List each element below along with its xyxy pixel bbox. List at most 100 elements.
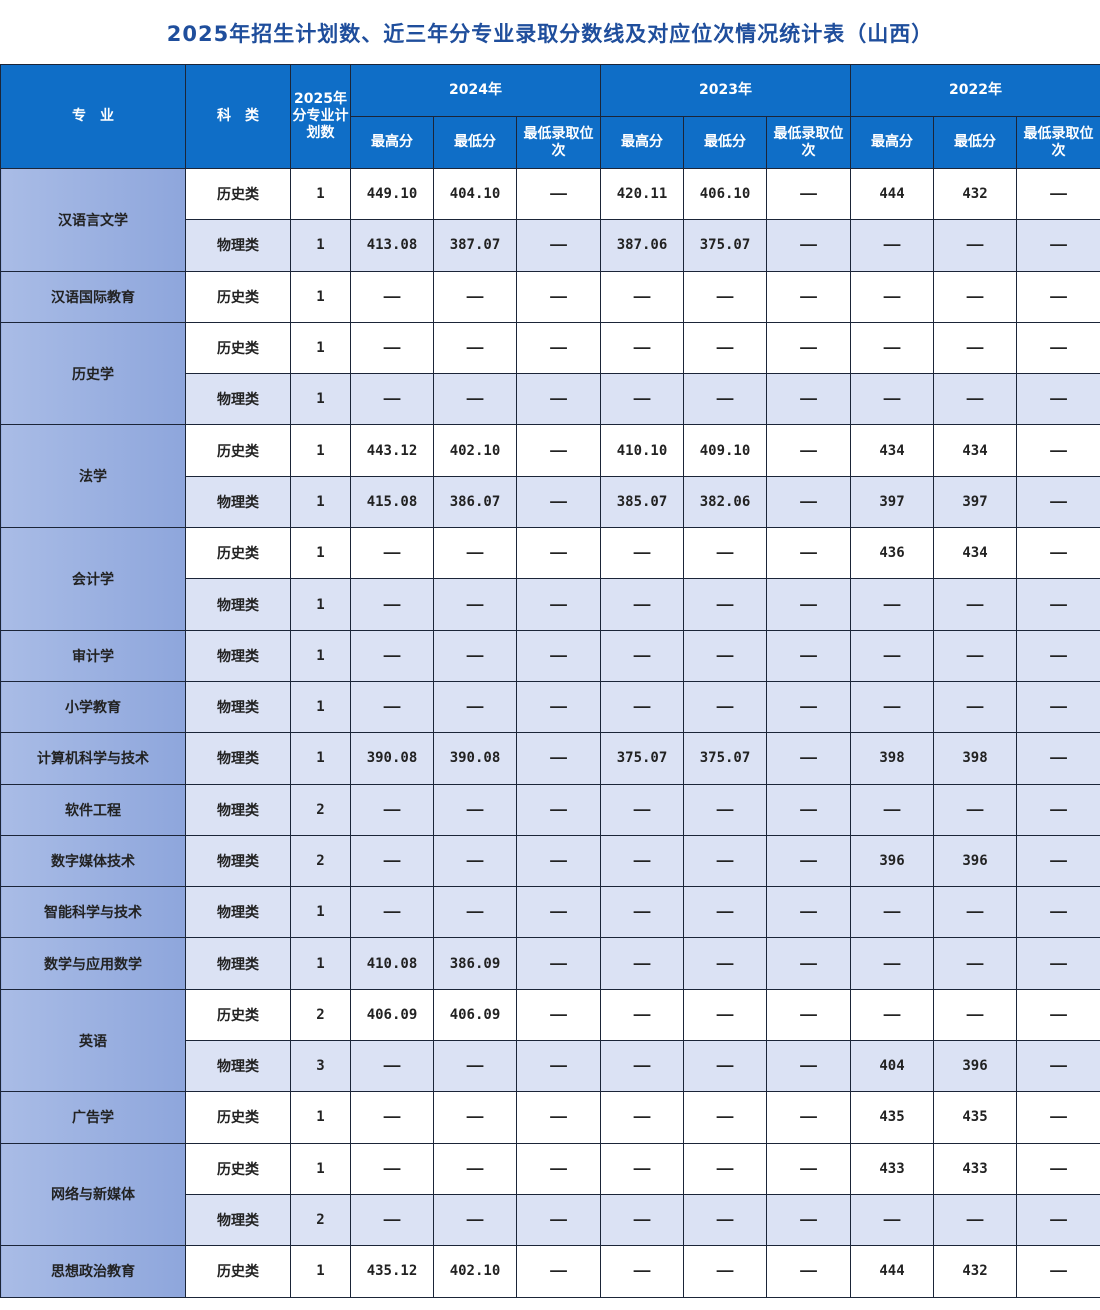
table-row: 汉语国际教育 历史类 1 —— —— —— —— —— —— —— —— —— bbox=[0, 270, 1100, 323]
max-2023-cell: —— bbox=[600, 680, 685, 734]
header-min-rank: 最低录取位次 bbox=[766, 116, 852, 169]
max-2024-cell: —— bbox=[350, 1091, 434, 1144]
rank-2024-cell: —— bbox=[515, 732, 602, 785]
rank-2024-cell: —— bbox=[515, 886, 602, 939]
category-cell: 物理类 bbox=[185, 732, 291, 785]
min-2022-cell: —— bbox=[933, 886, 1018, 939]
plan-cell: 1 bbox=[290, 219, 351, 272]
min-2023-cell: —— bbox=[683, 988, 768, 1042]
rank-2023-cell: —— bbox=[766, 424, 852, 477]
table-row: 物理类 1 —— —— —— —— —— —— —— —— —— bbox=[1, 578, 1100, 631]
max-2023-cell: —— bbox=[600, 578, 685, 631]
plan-cell: 1 bbox=[290, 527, 351, 580]
rank-2023-cell: —— bbox=[766, 527, 852, 580]
max-2023-cell: 375.07 bbox=[600, 732, 685, 785]
plan-cell: 1 bbox=[290, 373, 351, 426]
max-2024-cell: 406.09 bbox=[350, 988, 434, 1042]
rank-2023-cell: —— bbox=[766, 167, 852, 221]
min-2022-cell: —— bbox=[933, 1193, 1018, 1247]
plan-cell: 1 bbox=[290, 1245, 351, 1298]
category-cell: 物理类 bbox=[185, 578, 291, 631]
min-2023-cell: 382.06 bbox=[683, 475, 768, 529]
max-2024-cell: —— bbox=[350, 834, 434, 888]
header-max-score: 最高分 bbox=[350, 116, 434, 169]
table-row: 小学教育 物理类 1 —— —— —— —— —— —— —— —— —— bbox=[0, 680, 1100, 734]
rank-2022-cell: —— bbox=[1016, 167, 1100, 221]
table-row: 智能科学与技术 物理类 1 —— —— —— —— —— —— —— —— —— bbox=[0, 886, 1100, 939]
rank-2024-cell: —— bbox=[515, 937, 602, 990]
rank-2023-cell: —— bbox=[766, 680, 852, 734]
max-2024-cell: 415.08 bbox=[350, 475, 434, 529]
header-year-2024: 2024年 bbox=[349, 64, 602, 117]
min-2024-cell: 402.10 bbox=[433, 1245, 517, 1298]
max-2024-cell: —— bbox=[350, 578, 434, 631]
max-2022-cell: 433 bbox=[850, 1142, 935, 1195]
min-2022-cell: 397 bbox=[933, 475, 1018, 529]
max-2022-cell: —— bbox=[850, 886, 935, 939]
max-2023-cell: —— bbox=[600, 270, 685, 323]
header-max-score: 最高分 bbox=[600, 116, 685, 169]
max-2024-cell: 449.10 bbox=[350, 167, 434, 221]
rank-2022-cell: —— bbox=[1016, 732, 1100, 785]
min-2023-cell: 406.10 bbox=[683, 167, 768, 221]
min-2022-cell: 433 bbox=[933, 1142, 1018, 1195]
header-min-score: 最低分 bbox=[433, 116, 517, 169]
table-row: 软件工程 物理类 2 —— —— —— —— —— —— —— —— —— bbox=[0, 783, 1100, 836]
major-cell: 会计学 bbox=[0, 527, 186, 631]
min-2024-cell: —— bbox=[433, 321, 517, 375]
header-min-rank: 最低录取位次 bbox=[515, 116, 602, 169]
max-2022-cell: 404 bbox=[850, 1040, 935, 1093]
rank-2023-cell: —— bbox=[766, 321, 852, 375]
min-2023-cell: 375.07 bbox=[683, 219, 768, 272]
rank-2024-cell: —— bbox=[515, 1142, 602, 1195]
plan-cell: 1 bbox=[290, 732, 351, 785]
rank-2022-cell: —— bbox=[1016, 1091, 1100, 1144]
rank-2024-cell: —— bbox=[515, 629, 602, 682]
max-2024-cell: 413.08 bbox=[350, 219, 434, 272]
rank-2022-cell: —— bbox=[1016, 937, 1100, 990]
table-row: 物理类 2 —— —— —— —— —— —— —— —— —— bbox=[1, 1193, 1100, 1247]
plan-cell: 1 bbox=[290, 321, 351, 375]
rank-2023-cell: —— bbox=[766, 629, 852, 682]
min-2024-cell: 387.07 bbox=[433, 219, 517, 272]
rank-2023-cell: —— bbox=[766, 1040, 852, 1093]
min-2024-cell: —— bbox=[433, 1091, 517, 1144]
plan-cell: 3 bbox=[290, 1040, 351, 1093]
category-cell: 物理类 bbox=[185, 629, 291, 682]
table-row: 思想政治教育 历史类 1 435.12 402.10 —— —— —— —— 444 432 —— bbox=[0, 1245, 1100, 1298]
rank-2022-cell: —— bbox=[1016, 1245, 1100, 1298]
table-row: 汉语言文学 历史类 1 449.10 404.10 —— 420.11 406.10 —— 444… bbox=[0, 167, 1100, 272]
max-2023-cell: 420.11 bbox=[600, 167, 685, 221]
table-row: 物理类 1 —— —— —— —— —— —— —— —— —— bbox=[1, 373, 1100, 426]
max-2022-cell: 396 bbox=[850, 834, 935, 888]
header-major: 专 业 bbox=[0, 64, 186, 169]
min-2022-cell: —— bbox=[933, 988, 1018, 1042]
table-row: 物理类 1 415.08 386.07 —— 385.07 382.06 —— 397 397 —— bbox=[1, 475, 1100, 529]
category-cell: 历史类 bbox=[185, 270, 291, 323]
rank-2023-cell: —— bbox=[766, 1245, 852, 1298]
rank-2022-cell: —— bbox=[1016, 629, 1100, 682]
max-2023-cell: —— bbox=[600, 1193, 685, 1247]
header-min-rank: 最低录取位次 bbox=[1016, 116, 1100, 169]
min-2024-cell: 386.07 bbox=[433, 475, 517, 529]
min-2024-cell: —— bbox=[433, 886, 517, 939]
max-2023-cell: 385.07 bbox=[600, 475, 685, 529]
max-2023-cell: 410.10 bbox=[600, 424, 685, 477]
header-min-score: 最低分 bbox=[683, 116, 768, 169]
rank-2024-cell: —— bbox=[515, 988, 602, 1042]
plan-cell: 2 bbox=[290, 783, 351, 836]
min-2024-cell: —— bbox=[433, 270, 517, 323]
max-2022-cell: —— bbox=[850, 373, 935, 426]
category-cell: 历史类 bbox=[185, 1142, 291, 1195]
major-cell: 网络与新媒体 bbox=[0, 1142, 186, 1247]
category-cell: 物理类 bbox=[185, 1193, 291, 1247]
min-2023-cell: —— bbox=[683, 783, 768, 836]
category-cell: 历史类 bbox=[185, 527, 291, 580]
rank-2022-cell: —— bbox=[1016, 321, 1100, 375]
rank-2024-cell: —— bbox=[515, 834, 602, 888]
category-cell: 物理类 bbox=[185, 219, 291, 272]
min-2024-cell: 406.09 bbox=[433, 988, 517, 1042]
category-cell: 物理类 bbox=[185, 1040, 291, 1093]
plan-cell: 1 bbox=[290, 167, 351, 221]
min-2023-cell: —— bbox=[683, 1091, 768, 1144]
